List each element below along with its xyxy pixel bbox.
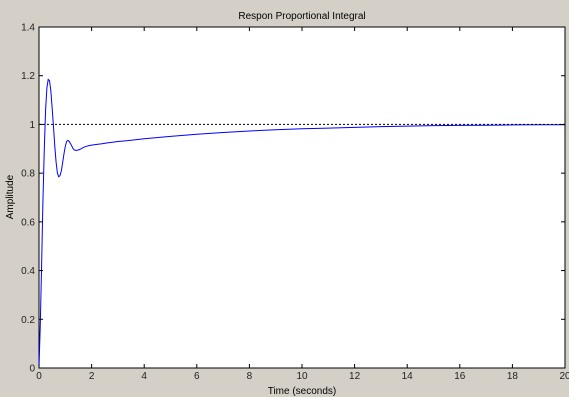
x-tick-label: 10 <box>296 371 308 382</box>
y-tick-label: 0.8 <box>21 169 35 180</box>
response-curve <box>38 78 565 369</box>
x-tick-label: 12 <box>349 371 361 382</box>
x-tick-label: 2 <box>89 371 95 382</box>
x-tick-label: 0 <box>36 371 42 382</box>
x-tick-label: 8 <box>247 371 253 382</box>
tick-layer: 0 2 4 6 8 10 12 14 16 18 20 0 0.2 0.4 0.6 0.8 1 1.2 1.4 <box>21 23 569 383</box>
series-layer <box>38 78 565 369</box>
x-tick-label: 18 <box>507 371 519 382</box>
y-tick-label: 1 <box>29 120 35 131</box>
x-tick-label: 4 <box>141 371 147 382</box>
x-tick-label: 20 <box>559 371 569 382</box>
x-tick-label: 6 <box>194 371 200 382</box>
x-tick-label: 16 <box>454 371 466 382</box>
y-tick-label: 1.2 <box>21 71 35 82</box>
x-tick-label: 14 <box>402 371 414 382</box>
y-tick-label: 0.6 <box>21 217 35 228</box>
y-tick-label: 0 <box>29 364 35 375</box>
plot-area <box>38 26 566 369</box>
y-axis-label: Amplitude <box>5 174 16 219</box>
y-tick-label: 0.4 <box>21 266 35 277</box>
x-axis-label: Time (seconds) <box>268 386 337 397</box>
y-tick-label: 0.2 <box>21 315 35 326</box>
y-tick-label: 1.4 <box>21 23 35 34</box>
chart-title: Respon Proportional Integral <box>238 11 365 22</box>
